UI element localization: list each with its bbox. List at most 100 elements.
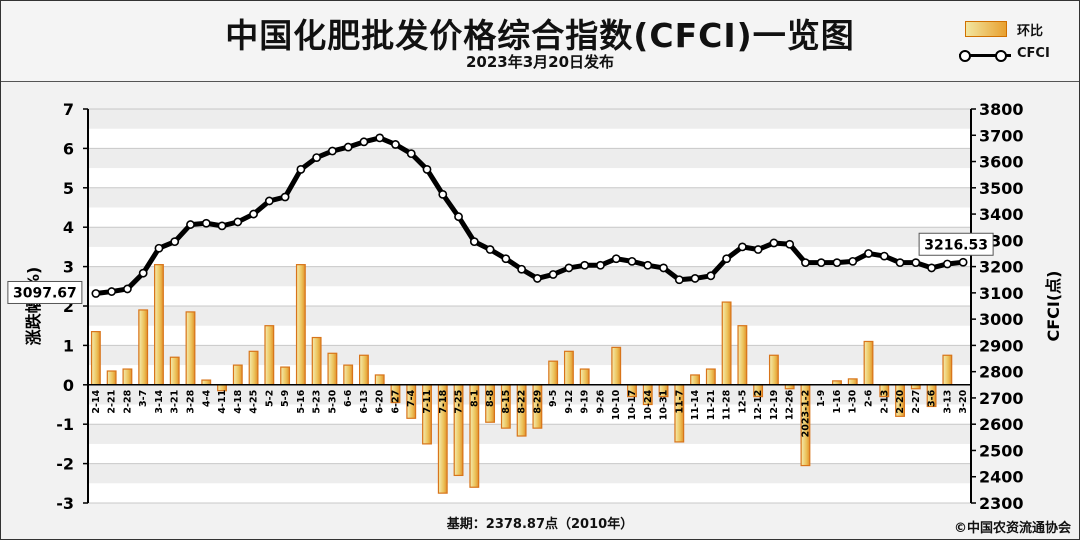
cfci-point-1-30 bbox=[848, 256, 858, 266]
cfci-point-3-13 bbox=[942, 259, 952, 269]
cfci-point-3-20 bbox=[958, 257, 968, 267]
bar-3-14 bbox=[154, 264, 164, 386]
category-label-9-12: 9-12 bbox=[564, 390, 575, 414]
left-tick-label: 6 bbox=[63, 139, 74, 158]
category-label-10-31: 10-31 bbox=[659, 390, 670, 420]
bar-2-28 bbox=[122, 368, 133, 386]
category-label-5-2: 5-2 bbox=[264, 390, 275, 407]
category-label-9-19: 9-19 bbox=[580, 390, 591, 414]
right-tick-label: 2500 bbox=[979, 441, 1024, 460]
bar-5-9 bbox=[280, 366, 291, 386]
cfci-point-4-18 bbox=[233, 217, 243, 227]
cfci-point-3-28 bbox=[186, 220, 195, 229]
bar-4-25 bbox=[248, 350, 259, 386]
right-axis-title: CFCI(点) bbox=[1044, 271, 1063, 342]
cfci-point-3-7 bbox=[138, 268, 148, 278]
grid-band bbox=[88, 187, 971, 208]
grid-layer bbox=[88, 108, 971, 504]
bar-9-19 bbox=[579, 368, 590, 386]
bar-5-2 bbox=[264, 325, 275, 386]
cfci-point-12-19 bbox=[769, 238, 779, 248]
right-tick-label: 3400 bbox=[979, 205, 1024, 224]
category-label-11-14: 11-14 bbox=[690, 389, 701, 420]
category-label-2-14: 2-14 bbox=[91, 389, 102, 413]
chart-plot: -3 -2 -1 0 1 2 3 4 5 6 7 2300 2400 2500 2600 2700 2800 29… bbox=[7, 100, 1063, 513]
chart-legend: 环比 CFCI bbox=[957, 15, 1067, 71]
grid-band bbox=[88, 345, 971, 366]
left-tick-label: -2 bbox=[56, 455, 74, 474]
category-label-5-16: 5-16 bbox=[296, 389, 307, 413]
left-tick-label: -1 bbox=[56, 415, 74, 434]
category-label-12-12: 12-12 bbox=[753, 390, 764, 420]
grid-band bbox=[88, 109, 971, 129]
bar-3-21 bbox=[169, 356, 180, 386]
category-label-3-13: 3-13 bbox=[942, 390, 953, 414]
grid-band bbox=[88, 384, 971, 405]
category-label-2-27: 2-27 bbox=[911, 390, 922, 414]
cfci-point-5-23 bbox=[312, 153, 322, 162]
cfci-point-6-20 bbox=[375, 133, 385, 143]
left-tick-label: 5 bbox=[63, 179, 74, 198]
category-label-7-25: 7-25 bbox=[454, 390, 465, 414]
left-tick-label: -3 bbox=[56, 494, 74, 513]
cfci-point-5-30 bbox=[328, 146, 337, 156]
category-label-7-11: 7-11 bbox=[422, 390, 433, 414]
category-label-8-15: 8-15 bbox=[501, 390, 512, 414]
cfci-point-2-28 bbox=[123, 284, 132, 294]
bar-12-19 bbox=[768, 354, 779, 386]
category-label-3-28: 3-28 bbox=[185, 389, 196, 413]
cfci-point-2-20 bbox=[895, 258, 905, 268]
category-label-12-5: 12-5 bbox=[737, 390, 748, 414]
bar-2-14 bbox=[90, 331, 101, 386]
left-tick-label: 2 bbox=[63, 297, 74, 316]
bar-series bbox=[90, 264, 953, 494]
bar-6-20 bbox=[374, 374, 385, 386]
annotation-label: 3097.67 bbox=[13, 285, 77, 301]
right-tick-label: 2700 bbox=[979, 389, 1024, 408]
category-label-10-10: 10-10 bbox=[611, 389, 622, 420]
cfci-point-11-7 bbox=[674, 275, 684, 285]
bar-3-28 bbox=[185, 311, 196, 386]
category-label-9-5: 9-5 bbox=[548, 390, 559, 407]
category-label-6-20: 6-20 bbox=[375, 389, 386, 413]
category-label-5-9: 5-9 bbox=[280, 390, 291, 407]
cfci-point-6-6 bbox=[343, 142, 353, 152]
cfci-point-11-28 bbox=[722, 254, 731, 264]
cfci-point-4-11 bbox=[217, 221, 227, 231]
cfci-point-12-26 bbox=[785, 239, 795, 249]
category-label-11-28: 11-28 bbox=[722, 389, 733, 420]
right-tick-label: 3600 bbox=[979, 153, 1024, 172]
category-label-3-20: 3-20 bbox=[958, 389, 969, 413]
cfci-point-1-16 bbox=[832, 258, 842, 268]
line-series bbox=[91, 133, 968, 298]
cfci-point-2-13 bbox=[879, 251, 889, 261]
bar-3-13 bbox=[942, 354, 953, 386]
category-label-10-17: 10-17 bbox=[627, 390, 638, 420]
cfci-point-3-6 bbox=[927, 263, 936, 273]
cfci-point-5-2 bbox=[264, 196, 274, 206]
category-label-4-18: 4-18 bbox=[233, 389, 244, 413]
cfci-point-2023-1-2 bbox=[801, 258, 810, 268]
legend-line-swatch bbox=[959, 54, 1011, 57]
chart-subtitle: 2023年3月20日发布 bbox=[465, 53, 615, 71]
right-tick-label: 2400 bbox=[979, 468, 1024, 487]
cfci-point-7-11 bbox=[422, 165, 432, 174]
bar-3-7 bbox=[138, 309, 149, 386]
category-label-11-7: 11-7 bbox=[674, 390, 685, 414]
cfci-point-6-27 bbox=[391, 140, 400, 149]
right-tick-label: 3700 bbox=[979, 126, 1024, 145]
category-label-7-4: 7-4 bbox=[406, 389, 417, 407]
cfci-point-4-4 bbox=[201, 218, 211, 228]
right-tick-label: 2600 bbox=[979, 415, 1024, 434]
bar-11-28 bbox=[721, 301, 732, 386]
cfci-point-10-10 bbox=[611, 254, 621, 264]
category-label-6-27: 6-27 bbox=[390, 390, 401, 414]
category-label-12-26: 12-26 bbox=[785, 389, 796, 420]
cfci-point-8-22 bbox=[517, 264, 527, 274]
cfci-point-9-19 bbox=[580, 260, 590, 270]
bar-5-23 bbox=[311, 336, 322, 386]
category-label-3-7: 3-7 bbox=[138, 390, 149, 407]
chart-title: 中国化肥批发价格综合指数(CFCI)一览图 bbox=[225, 16, 855, 55]
grid-band bbox=[88, 463, 971, 484]
copyright-note: ©中国农资流通协会 bbox=[953, 521, 1071, 536]
